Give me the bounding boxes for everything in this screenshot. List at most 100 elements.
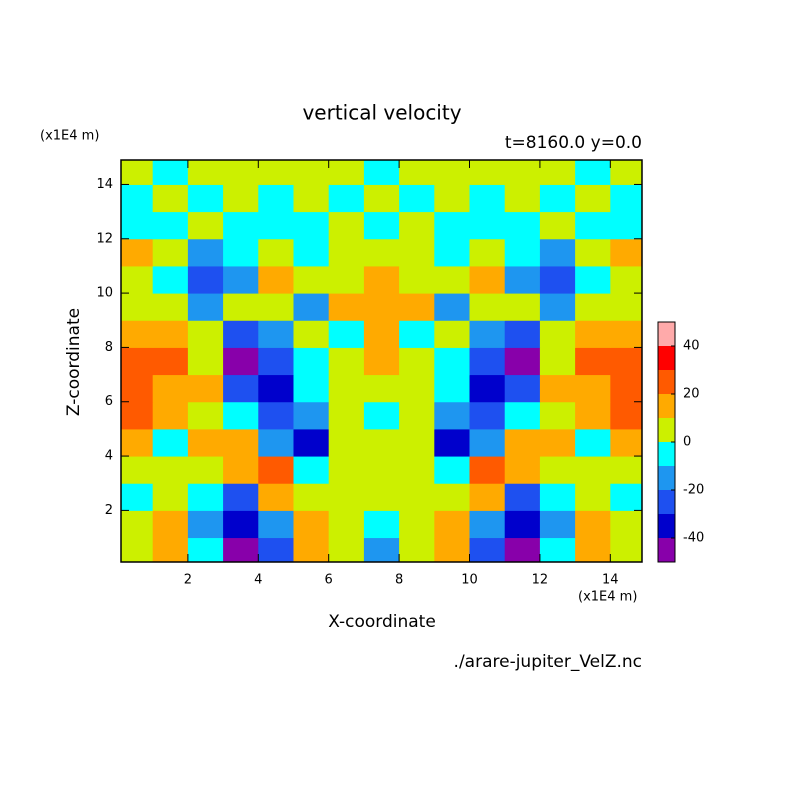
contour-cell [434,293,471,321]
contour-cell [504,293,541,321]
contour-cell [610,483,642,511]
contour-cell [121,320,154,348]
contour-cell [328,510,365,539]
contour-cell [575,184,611,213]
contour-cell [187,320,224,348]
contour-cell [121,401,154,430]
contour-cell [575,160,611,185]
contour-cell [121,160,154,185]
contour-cell [328,160,365,185]
contour-cell [469,160,506,185]
y-axis-label: Z-coordinate [64,308,84,416]
contour-cell [328,483,365,511]
colorbar-segment [658,538,675,562]
contour-cell [539,428,576,457]
contour-cell [539,510,576,539]
colorbar-segment [658,514,675,538]
contour-cell [399,483,435,511]
contour-cell [223,456,259,484]
colorbar-segment [658,418,675,442]
contour-cell [152,320,189,348]
contour-cell [223,184,259,213]
contour-cell [121,265,154,294]
contour-cell [187,510,224,539]
contour-cell [504,374,541,403]
contour-cell [504,160,541,185]
contour-cell [293,483,330,511]
contour-cell [575,510,611,539]
contour-cell [575,238,611,267]
contour-cell [399,160,435,185]
y-tick-label: 4 [105,449,113,464]
y-tick-label: 6 [105,394,113,409]
contour-cell [328,428,365,457]
contour-cell [187,537,224,562]
contour-cell [258,238,294,267]
contour-cell [223,347,259,376]
contour-cell [575,320,611,348]
file-label: ./arare-jupiter_VelZ.nc [454,652,642,672]
contour-cell [223,160,259,185]
colorbar-tick-label: -20 [683,483,704,498]
contour-cell [504,510,541,539]
contour-cell [539,537,576,562]
y-tick-label: 2 [105,503,113,518]
contour-cell [399,537,435,562]
contour-cell [504,456,541,484]
contour-cell [504,320,541,348]
contour-cell [363,320,400,348]
contour-cell [328,293,365,321]
contour-cell [504,483,541,511]
x-tick-label: 6 [325,573,333,588]
contour-cell [121,347,154,376]
contour-cell [469,347,506,376]
contour-cell [363,537,400,562]
contour-cell [399,456,435,484]
contour-cell [187,184,224,213]
colorbar-tick-label: 0 [683,435,691,450]
contour-cell [469,320,506,348]
contour-cell [434,428,471,457]
contour-cell [152,456,189,484]
contour-cell [121,238,154,267]
contour-cell [363,428,400,457]
colorbar-segment [658,490,675,514]
contour-cell [152,347,189,376]
contour-cell [575,265,611,294]
contour-cell [152,428,189,457]
colorbar-tick-label: 40 [683,339,700,354]
contour-cell [328,238,365,267]
contour-cell [187,160,224,185]
contour-cell [469,537,506,562]
contour-cell [293,510,330,539]
contour-cell [575,211,611,240]
contour-cell [258,456,294,484]
contour-cell [504,238,541,267]
colorbar-segment [658,394,675,418]
x-tick-label: 10 [461,573,478,588]
contour-cell [610,265,642,294]
contour-cell [363,184,400,213]
contour-cell [121,293,154,321]
contour-cell [434,510,471,539]
y-tick-label: 12 [96,231,113,246]
contour-cell [434,374,471,403]
contour-cell [328,347,365,376]
contour-cell [223,238,259,267]
contour-cell [469,456,506,484]
contour-cell [504,537,541,562]
contour-cell [258,537,294,562]
contour-cell [575,293,611,321]
contour-cell [363,483,400,511]
contour-cell [258,211,294,240]
contour-cell [328,184,365,213]
contour-cell [539,211,576,240]
contour-cell [399,184,435,213]
contour-cell [399,320,435,348]
contour-cell [223,211,259,240]
contour-cell [363,510,400,539]
contour-cell [504,428,541,457]
contour-cell [121,537,154,562]
contour-cell [469,401,506,430]
contour-cell [610,238,642,267]
